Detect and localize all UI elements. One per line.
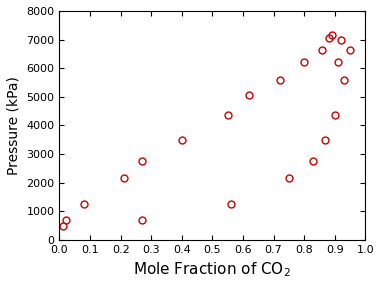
X-axis label: Mole Fraction of CO$_2$: Mole Fraction of CO$_2$: [133, 260, 291, 279]
Y-axis label: Pressure (kPa): Pressure (kPa): [7, 76, 21, 175]
